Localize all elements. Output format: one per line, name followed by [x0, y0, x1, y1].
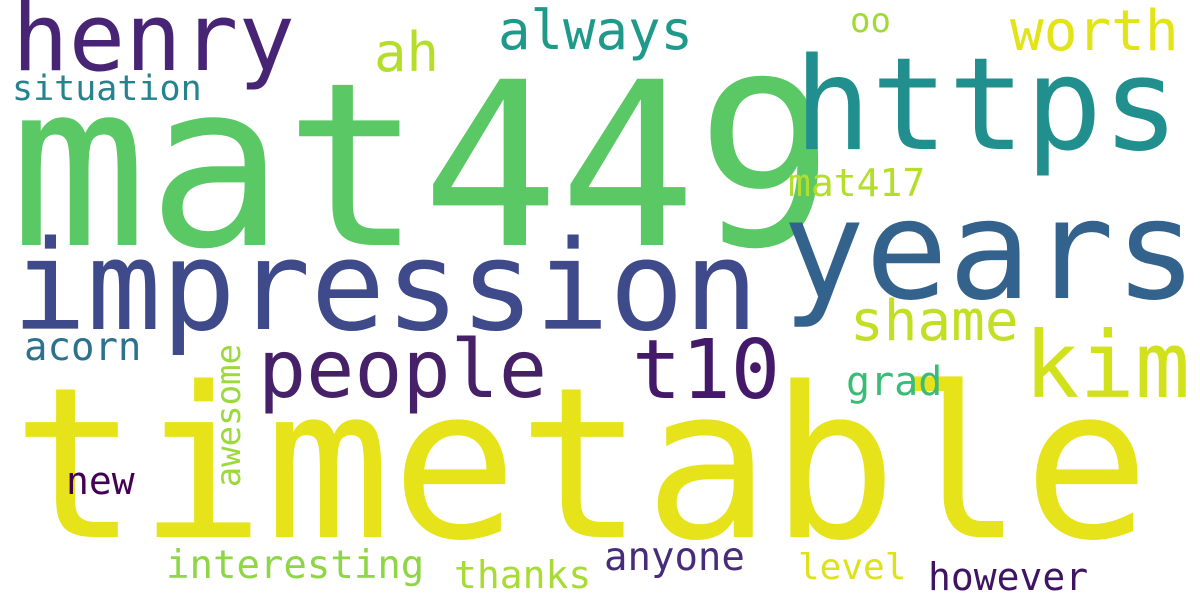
word-new: new: [66, 459, 135, 503]
word-level: level: [798, 547, 907, 588]
word-thanks: thanks: [454, 553, 592, 597]
word-worth: worth: [1010, 0, 1179, 64]
word-mat449: mat449: [10, 33, 834, 299]
word-https: https: [794, 31, 1180, 180]
word-timetable: timetable: [12, 342, 1150, 587]
word-always: always: [498, 0, 694, 62]
word-kim: kim: [1024, 312, 1191, 419]
word-situation: situation: [12, 69, 202, 109]
word-ah: ah: [374, 21, 440, 84]
word-years: years: [782, 170, 1198, 331]
word-people: people: [258, 323, 547, 416]
word-shame: shame: [850, 289, 1019, 354]
word-t10: t10: [632, 323, 781, 418]
word-impression: impression: [12, 215, 759, 359]
word-anyone: anyone: [604, 535, 745, 580]
word-grad: grad: [846, 359, 943, 405]
word-oo: oo: [850, 1, 891, 41]
word-henry: henry: [12, 0, 295, 93]
word-awesome: awesome: [209, 344, 249, 488]
word-interesting: interesting: [166, 543, 425, 588]
word-however: however: [928, 555, 1089, 599]
word-mat417: mat417: [788, 161, 926, 205]
word-acorn: acorn: [24, 325, 142, 370]
